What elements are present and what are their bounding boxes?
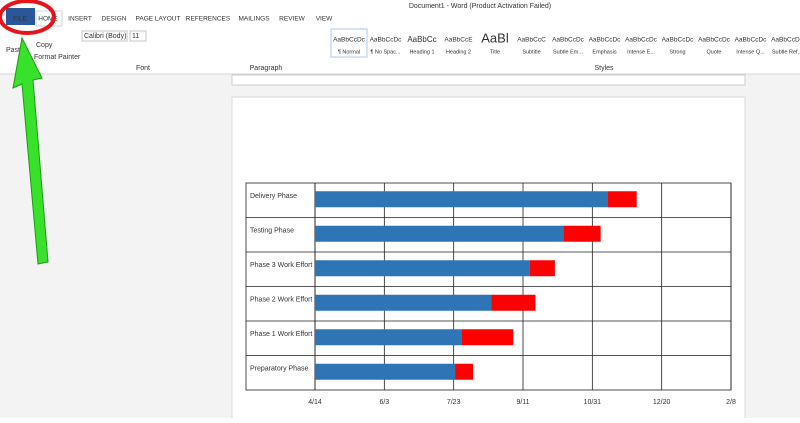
ribbon-tab[interactable]: REVIEW <box>279 16 306 23</box>
file-tab-bg <box>6 8 35 25</box>
ribbon-tab[interactable]: INSERT <box>68 16 92 23</box>
ribbon-tab[interactable]: HOME <box>38 16 58 23</box>
style-preview[interactable]: AaBbCcDc <box>625 37 658 44</box>
bar-segment <box>315 363 456 380</box>
x-tick-label: 6/3 <box>379 399 389 406</box>
style-preview[interactable]: AaBbCcDc <box>735 37 768 44</box>
paste-button[interactable]: Paste <box>6 47 24 54</box>
bar-segment <box>461 329 514 346</box>
font-name[interactable]: Calibri (Body) <box>84 33 126 40</box>
category-label: Phase 1 Work Effort <box>250 331 312 338</box>
style-name[interactable]: Strong <box>669 49 685 55</box>
group-label: Paragraph <box>250 65 283 72</box>
category-label: Delivery Phase <box>250 193 297 200</box>
style-name[interactable]: Quote <box>707 49 722 55</box>
style-name[interactable]: Emphasis <box>592 49 616 55</box>
title-bar <box>0 0 800 26</box>
bar-segment <box>315 225 564 242</box>
style-name[interactable]: ¶ Normal <box>338 49 360 55</box>
ribbon-tab[interactable]: REFERENCES <box>186 16 231 23</box>
style-name[interactable]: Subtle Em... <box>553 49 583 55</box>
style-name[interactable]: Heading 1 <box>409 49 434 55</box>
style-preview[interactable]: AaBbCcC <box>517 37 546 44</box>
x-tick-label: 9/11 <box>516 399 529 406</box>
bar-segment <box>529 260 555 277</box>
font-size[interactable]: 11 <box>132 33 139 40</box>
category-label: Testing Phase <box>250 227 294 234</box>
style-preview[interactable]: AaBbCcDc <box>589 37 622 44</box>
bar-segment <box>315 329 462 346</box>
x-tick-label: 10/31 <box>584 399 602 406</box>
category-label: Preparatory Phase <box>250 365 308 372</box>
bar-segment <box>563 225 601 242</box>
bar-segment <box>315 191 608 208</box>
style-name[interactable]: Intense E... <box>627 49 655 55</box>
style-preview[interactable]: AaBl <box>481 30 509 45</box>
style-name[interactable]: ¶ No Spac... <box>370 49 401 55</box>
bar-segment <box>315 260 530 277</box>
ribbon-tab[interactable]: PAGE LAYOUT <box>136 16 181 23</box>
x-tick-label: 4/14 <box>308 399 322 406</box>
ribbon-tab[interactable]: VIEW <box>316 16 333 23</box>
style-preview[interactable]: AaBbCcDc <box>771 37 800 44</box>
ribbon-tab[interactable]: DESIGN <box>102 16 127 23</box>
ribbon-tab[interactable]: FILE <box>13 16 27 23</box>
style-preview[interactable]: AaBbCcDc <box>662 37 695 44</box>
group-label: Font <box>136 65 150 72</box>
style-preview[interactable]: AaBbCcDc <box>698 37 731 44</box>
ruler <box>231 74 746 86</box>
category-label: Phase 3 Work Effort <box>250 262 312 269</box>
category-label: Phase 2 Work Effort <box>250 296 312 303</box>
style-preview[interactable]: AaBbCcE <box>444 37 473 44</box>
style-name[interactable]: Subtle Ref... <box>772 49 800 55</box>
style-preview[interactable]: AaBbCcDc <box>552 37 585 44</box>
font-name-box <box>81 30 128 42</box>
ribbon-tab[interactable]: MAILINGS <box>238 16 270 23</box>
generated: FILE HOME INSERT DESIGN PAGE LAYOUT REFERENCE… <box>6 8 800 406</box>
bar-segment <box>491 294 536 311</box>
bar-segment <box>455 363 474 380</box>
pointer-arrow <box>12 36 49 265</box>
style-preview[interactable]: AaBbCcDc <box>370 37 403 44</box>
style-name[interactable]: Subtitle <box>522 49 540 55</box>
style-preview[interactable]: AaBbCcDc <box>333 37 366 44</box>
font-size-box <box>129 30 147 42</box>
style-selected <box>330 28 368 58</box>
group-label: Styles <box>594 65 614 72</box>
x-tick-label: 12/20 <box>653 399 671 406</box>
x-tick-label: 7/23 <box>447 399 461 406</box>
style-name[interactable]: Heading 2 <box>446 49 471 55</box>
x-tick-label: 2/8 <box>726 399 736 406</box>
bar-segment <box>607 191 637 208</box>
document-page <box>231 96 746 423</box>
style-preview[interactable]: AaBbCc <box>407 35 436 44</box>
style-name[interactable]: Intense Q... <box>736 49 765 55</box>
highlight-circle <box>0 0 56 35</box>
style-name[interactable]: Title <box>490 49 500 55</box>
copy-button[interactable]: Copy <box>36 42 53 49</box>
window-title: Document1 - Word (Product Activation Fai… <box>409 3 551 10</box>
bar-segment <box>315 294 492 311</box>
format-painter-button[interactable]: Format Painter <box>34 54 81 61</box>
